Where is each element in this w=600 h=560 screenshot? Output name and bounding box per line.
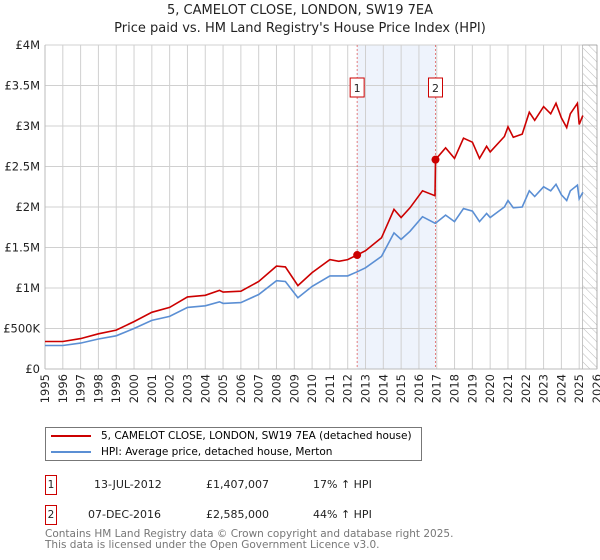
x-tick-label: 2004 — [198, 374, 212, 403]
x-tick-label: 2017 — [430, 374, 444, 403]
y-tick-label: £2.5M — [4, 160, 40, 174]
sale-price: £1,407,007 — [206, 478, 269, 491]
x-tick-label: 2005 — [216, 374, 230, 403]
footer-copyright: Contains HM Land Registry data © Crown c… — [45, 528, 454, 540]
legend: 5, CAMELOT CLOSE, LONDON, SW19 7EA (deta… — [45, 427, 422, 461]
y-tick-label: £3.5M — [4, 79, 40, 93]
x-tick-label: 2014 — [376, 374, 390, 403]
sale-date: 13-JUL-2012 — [94, 478, 162, 491]
x-tick-label: 1996 — [56, 374, 70, 403]
y-tick-label: £3M — [15, 119, 40, 133]
x-tick-label: 2026 — [590, 374, 600, 403]
x-tick-label: 2009 — [287, 374, 301, 403]
legend-label-property: 5, CAMELOT CLOSE, LONDON, SW19 7EA (deta… — [101, 430, 412, 442]
sale-marker-box — [349, 77, 365, 98]
hpi-line — [45, 182, 584, 347]
x-tick-label: 2011 — [323, 374, 337, 403]
sale-point — [431, 155, 440, 164]
x-tick-label: 2008 — [269, 374, 283, 403]
sale-marker-label: 1 — [354, 82, 361, 95]
sale-marker-badge: 2 — [45, 505, 57, 525]
x-tick-label: 2024 — [554, 374, 568, 403]
x-tick-label: 2013 — [359, 374, 373, 403]
y-tick-label: £2M — [15, 200, 40, 214]
x-tick-label: 1998 — [91, 374, 105, 403]
x-tick-label: 2002 — [163, 374, 177, 403]
sale-hpi: 17% ↑ HPI — [313, 478, 372, 491]
x-tick-label: 2020 — [483, 374, 497, 403]
y-tick-label: £1.5M — [4, 241, 40, 255]
x-tick-label: 2019 — [465, 374, 479, 403]
x-tick-label: 2018 — [448, 374, 462, 403]
x-tick-label: 1999 — [109, 374, 123, 403]
sale-marker-box — [427, 77, 443, 98]
sale-marker-label: 2 — [432, 82, 439, 95]
legend-label-hpi: HPI: Average price, detached house, Mert… — [101, 446, 333, 458]
footer-licence: This data is licensed under the Open Gov… — [45, 539, 380, 551]
sale-hpi: 44% ↑ HPI — [313, 508, 372, 521]
sale-marker-badge: 1 — [45, 475, 57, 495]
y-tick-label: £500K — [3, 322, 40, 336]
x-tick-label: 2006 — [234, 374, 248, 403]
footer: Contains HM Land Registry data © Crown c… — [45, 529, 453, 551]
x-tick-label: 2007 — [252, 374, 266, 403]
x-tick-label: 1995 — [38, 374, 52, 403]
x-tick-label: 2025 — [572, 374, 586, 403]
plot-area: 1995 1996 1997 1998 1999 2000 2001 2002 2003 2004… — [3, 38, 600, 403]
sale-price: £2,585,000 — [206, 508, 269, 521]
x-tick-label: 2001 — [145, 374, 159, 403]
property-price-line — [45, 100, 584, 343]
sale-point — [353, 251, 362, 260]
sale-date: 07-DEC-2016 — [88, 508, 162, 521]
x-tick-label: 2015 — [394, 374, 408, 403]
legend-swatch-hpi — [51, 451, 91, 453]
x-tick-label: 2012 — [341, 374, 355, 403]
x-tick-label: 2021 — [501, 374, 515, 403]
y-tick-label: £1M — [15, 281, 40, 295]
x-tick-label: 2023 — [537, 374, 551, 403]
x-tick-label: 2022 — [519, 374, 533, 403]
y-tick-label: £0 — [25, 362, 40, 376]
x-tick-label: 1997 — [74, 374, 88, 403]
chart-subtitle: Price paid vs. HM Land Registry's House … — [114, 21, 486, 36]
chart-title: 5, CAMELOT CLOSE, LONDON, SW19 7EA — [167, 3, 433, 18]
x-tick-label: 2016 — [412, 374, 426, 403]
x-tick-label: 2003 — [180, 374, 194, 403]
forecast-hatch — [582, 44, 598, 370]
y-tick-label: £4M — [15, 38, 40, 52]
x-tick-label: 2010 — [305, 374, 319, 403]
legend-swatch-property — [51, 435, 91, 437]
x-tick-label: 2000 — [127, 374, 141, 403]
